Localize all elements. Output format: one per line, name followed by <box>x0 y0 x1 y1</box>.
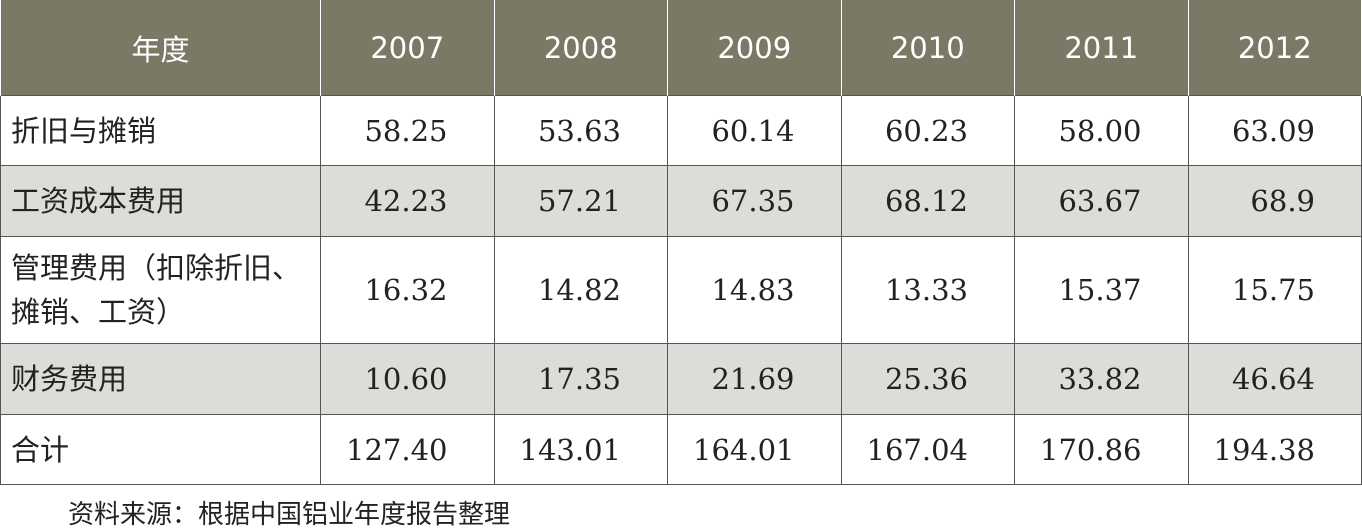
row-label: 合计 <box>0 414 321 485</box>
cell-value: 58.00 <box>1014 95 1189 166</box>
cell-value: 17.35 <box>493 343 668 415</box>
header-cell: 2007 <box>320 0 495 96</box>
header-cell: 2009 <box>667 0 842 96</box>
header-cell: 2011 <box>1014 0 1189 96</box>
row-label: 工资成本费用 <box>0 165 321 237</box>
cell-value: 15.37 <box>1014 236 1189 344</box>
table-row: 财务费用 10.60 17.35 21.69 25.36 33.82 46.64 <box>0 343 1362 415</box>
row-label: 折旧与摊销 <box>0 95 321 166</box>
row-label: 财务费用 <box>0 343 321 415</box>
cell-value: 63.67 <box>1014 165 1189 237</box>
cell-value: 15.75 <box>1187 236 1362 344</box>
cell-value: 10.60 <box>320 343 495 415</box>
header-cell: 2010 <box>840 0 1015 96</box>
cell-value: 57.21 <box>493 165 668 237</box>
cell-value: 14.82 <box>493 236 668 344</box>
table-row: 工资成本费用 42.23 57.21 67.35 68.12 63.67 68.9 <box>0 165 1362 237</box>
cell-value: 58.25 <box>320 95 495 166</box>
cell-value: 127.40 <box>320 414 495 485</box>
cell-value: 16.32 <box>320 236 495 344</box>
cell-value: 25.36 <box>840 343 1015 415</box>
table-row: 合计 127.40 143.01 164.01 167.04 170.86 194.38 <box>0 414 1362 485</box>
cell-value: 68.9 <box>1187 165 1362 237</box>
table-row: 折旧与摊销 58.25 53.63 60.14 60.23 58.00 63.09 <box>0 95 1362 166</box>
row-label: 管理费用（扣除折旧、摊销、工资） <box>0 236 321 344</box>
cell-value: 170.86 <box>1014 414 1189 485</box>
cell-value: 194.38 <box>1187 414 1362 485</box>
cell-value: 167.04 <box>840 414 1015 485</box>
data-table: 年度 2007 2008 2009 2010 2011 2012 折旧与摊销 58.25 53.… <box>0 0 1362 485</box>
cell-value: 13.33 <box>840 236 1015 344</box>
cell-value: 60.23 <box>840 95 1015 166</box>
cell-value: 33.82 <box>1014 343 1189 415</box>
cell-value: 14.83 <box>667 236 842 344</box>
header-cell: 2008 <box>493 0 668 96</box>
cell-value: 46.64 <box>1187 343 1362 415</box>
cell-value: 21.69 <box>667 343 842 415</box>
table-row: 管理费用（扣除折旧、摊销、工资） 16.32 14.82 14.83 13.33 15.3… <box>0 236 1362 344</box>
cell-value: 143.01 <box>493 414 668 485</box>
header-row: 年度 2007 2008 2009 2010 2011 2012 <box>0 0 1362 96</box>
header-cell: 年度 <box>0 0 321 96</box>
table-body: 折旧与摊销 58.25 53.63 60.14 60.23 58.00 63.09 工资成本费… <box>0 95 1362 485</box>
cell-value: 42.23 <box>320 165 495 237</box>
cell-value: 63.09 <box>1187 95 1362 166</box>
cell-value: 67.35 <box>667 165 842 237</box>
source-note: 资料来源：根据中国铝业年度报告整理 <box>68 500 511 530</box>
cell-value: 68.12 <box>840 165 1015 237</box>
header-cell: 2012 <box>1187 0 1362 96</box>
cell-value: 53.63 <box>493 95 668 166</box>
cell-value: 164.01 <box>667 414 842 485</box>
cell-value: 60.14 <box>667 95 842 166</box>
